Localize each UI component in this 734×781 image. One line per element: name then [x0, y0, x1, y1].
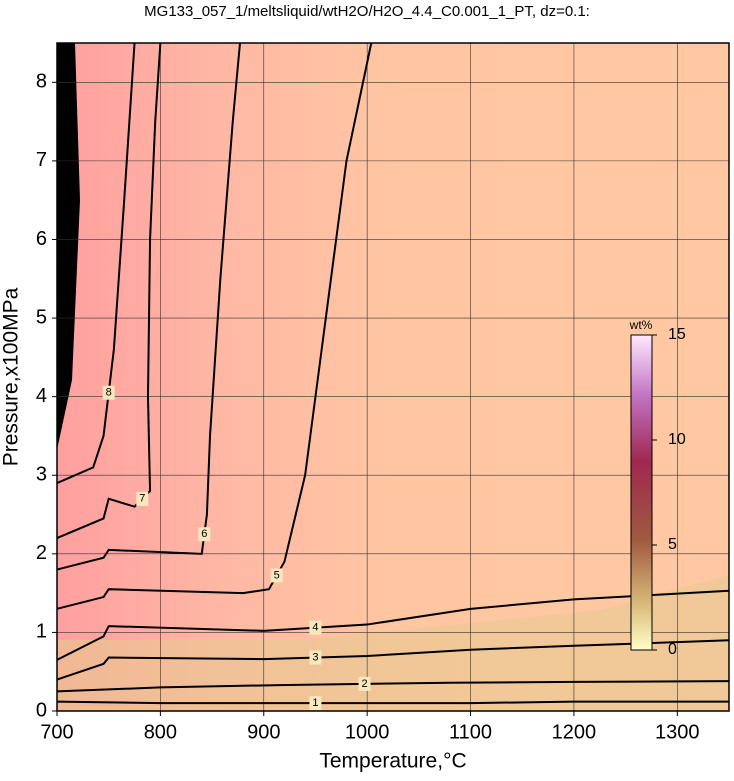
- contour-label: 3: [312, 651, 318, 663]
- contour-label-bg: [358, 676, 371, 691]
- x-tick-label: 1100: [449, 721, 492, 743]
- contour-label: 8: [106, 387, 112, 399]
- contour-label-bg: [102, 385, 115, 400]
- low-region: [57, 575, 729, 711]
- contour-label: 7: [139, 493, 145, 505]
- contour-label: 2: [362, 678, 368, 690]
- chart-title: MG133_057_1/meltsliquid/wtH2O/H2O_4.4_C0…: [144, 3, 590, 20]
- plot-background: [57, 43, 729, 711]
- y-axis-label: Pressure,x100MPa: [0, 287, 23, 466]
- y-tick-label: 3: [36, 464, 47, 486]
- contour-label-bg: [309, 620, 322, 635]
- contour-label-bg: [309, 696, 322, 711]
- contour-label-bg: [309, 650, 322, 665]
- colorbar-tick-label: 5: [668, 536, 677, 553]
- y-tick-label: 0: [36, 699, 47, 721]
- plot-frame: [56, 42, 730, 712]
- contour-label: 5: [274, 569, 280, 581]
- contour-line: [56, 42, 241, 571]
- x-tick-label: 1300: [655, 721, 700, 743]
- contour-label: 4: [312, 622, 318, 634]
- colorbar-tick-label: 15: [668, 326, 686, 343]
- contour-label: 1: [312, 697, 318, 709]
- contour-label: 6: [201, 528, 207, 540]
- contour-label-bg: [136, 491, 149, 506]
- colorbar: [630, 334, 653, 651]
- high-region: [57, 43, 80, 450]
- y-tick-label: 1: [36, 621, 47, 643]
- colorbar-tick-label: 0: [668, 641, 677, 658]
- x-tick-label: 700: [40, 721, 73, 743]
- contour-line: [56, 700, 729, 705]
- y-tick-label: 5: [36, 306, 47, 328]
- contour-label-bg: [198, 527, 211, 542]
- x-tick-label: 1200: [552, 721, 597, 743]
- y-tick-label: 8: [36, 71, 47, 93]
- y-tick-label: 4: [36, 385, 47, 407]
- y-tick-label: 2: [36, 542, 47, 564]
- x-tick-label: 1000: [345, 721, 390, 743]
- y-tick-label: 6: [36, 228, 47, 250]
- contour-label-bg: [270, 568, 283, 583]
- y-tick-label: 7: [36, 149, 47, 171]
- x-axis-label: Temperature,°C: [319, 750, 466, 773]
- x-tick-label: 800: [144, 721, 177, 743]
- x-tick-label: 900: [247, 721, 280, 743]
- colorbar-label: wt%: [629, 318, 653, 332]
- colorbar-tick-label: 10: [668, 431, 686, 448]
- contour-line: [56, 42, 162, 540]
